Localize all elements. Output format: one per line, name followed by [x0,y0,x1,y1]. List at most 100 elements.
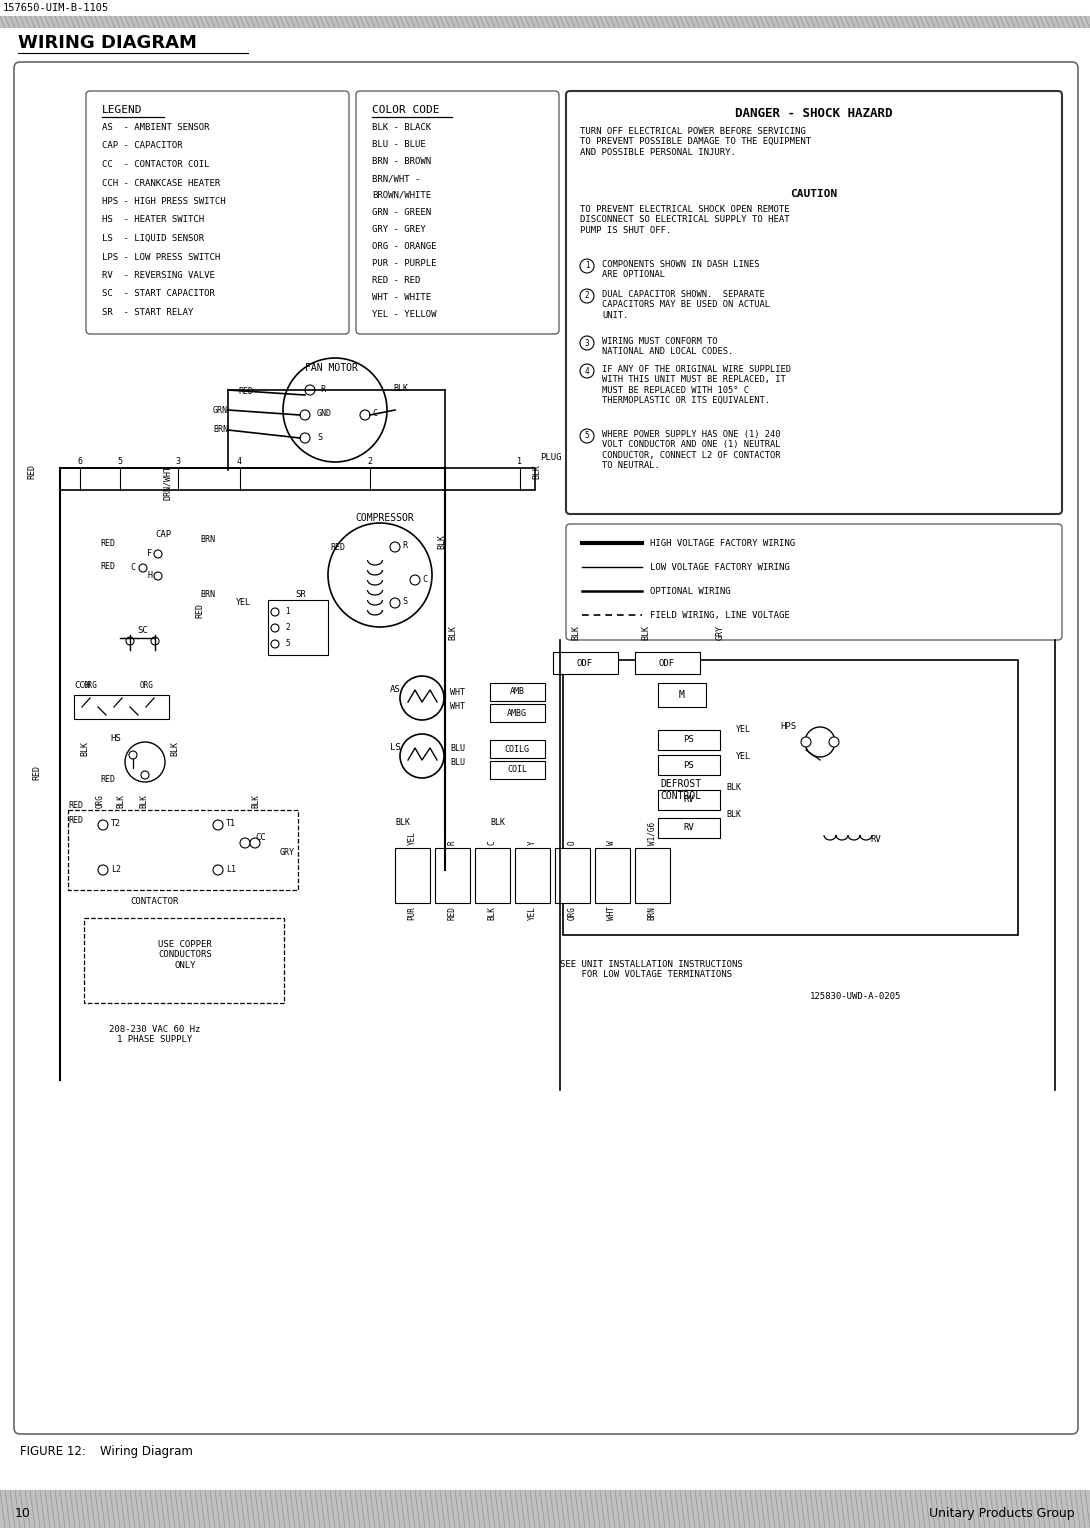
Text: BRN/WHT -: BRN/WHT - [372,174,421,183]
Text: GND: GND [317,410,332,419]
Text: USE COPPER
CONDUCTORS
ONLY: USE COPPER CONDUCTORS ONLY [158,940,211,970]
Text: W: W [607,840,617,845]
Text: BLK - BLACK: BLK - BLACK [372,122,432,131]
Text: RED: RED [100,562,116,571]
Text: R: R [402,541,407,550]
Text: 1: 1 [517,457,522,466]
Text: BLK: BLK [251,795,261,808]
Text: BLK: BLK [571,625,580,640]
Text: 3: 3 [584,339,590,347]
Text: AMBG: AMBG [507,709,526,718]
Text: S: S [317,432,322,442]
Text: BLK: BLK [487,906,497,920]
Bar [490,704,545,723]
Text: S: S [402,597,407,607]
Text: SEE UNIT INSTALLATION INSTRUCTIONS
    FOR LOW VOLTAGE TERMINATIONS: SEE UNIT INSTALLATION INSTRUCTIONS FOR L… [560,960,742,979]
Circle shape [271,623,279,633]
Text: BRN: BRN [647,906,656,920]
Text: DEFROST
CONTROL: DEFROST CONTROL [661,779,701,801]
Text: COLOR CODE: COLOR CODE [372,105,439,115]
Text: 2: 2 [284,622,290,631]
Text: COIL: COIL [507,766,526,775]
Text: T2: T2 [111,819,121,828]
Text: BRN: BRN [213,425,228,434]
Text: BRN: BRN [199,535,215,544]
Text: YEL: YEL [408,831,416,845]
Text: RED: RED [100,775,116,784]
Circle shape [400,675,444,720]
Text: FAN MOTOR: FAN MOTOR [305,364,358,373]
Text: SR  - START RELAY: SR - START RELAY [102,309,193,316]
Text: H: H [147,570,152,579]
Text: M: M [679,691,685,700]
Text: 6: 6 [77,457,82,466]
Bar [0,1490,1090,1528]
Text: AS  - AMBIENT SENSOR: AS - AMBIENT SENSOR [102,122,209,131]
Text: HS  - HEATER SWITCH: HS - HEATER SWITCH [102,215,204,225]
Circle shape [400,733,444,778]
Circle shape [152,637,159,645]
Circle shape [141,772,149,779]
Circle shape [328,523,432,626]
Text: Unitary Products Group: Unitary Products Group [930,1507,1075,1520]
Text: W1/G6: W1/G6 [647,822,656,845]
FancyBboxPatch shape [14,63,1078,1433]
Bar [658,730,720,750]
Text: HPS - HIGH PRESS SWITCH: HPS - HIGH PRESS SWITCH [102,197,226,206]
Text: FIGURE 12:: FIGURE 12: [20,1445,86,1458]
Text: SC: SC [137,626,148,636]
Text: BLK: BLK [490,817,505,827]
Text: LEGEND: LEGEND [102,105,143,115]
Circle shape [829,736,839,747]
Text: LOW VOLTAGE FACTORY WIRING: LOW VOLTAGE FACTORY WIRING [650,562,790,571]
Bar [564,660,1018,935]
Text: RED: RED [27,465,36,478]
Text: RED: RED [238,387,253,396]
Text: 4: 4 [237,457,242,466]
Text: RED: RED [330,542,346,552]
Text: L2: L2 [111,865,121,874]
Text: WHT - WHITE: WHT - WHITE [372,293,432,303]
Text: COILG: COILG [505,744,530,753]
Text: Y: Y [528,840,536,845]
Text: ODF: ODF [659,659,675,668]
Text: BLU - BLUE: BLU - BLUE [372,141,426,150]
Text: TURN OFF ELECTRICAL POWER BEFORE SERVICING
TO PREVENT POSSIBLE DAMAGE TO THE EQU: TURN OFF ELECTRICAL POWER BEFORE SERVICI… [580,127,811,157]
Text: SC  - START CAPACITOR: SC - START CAPACITOR [102,289,215,298]
Bar [658,790,720,810]
Bar [0,15,1090,28]
Text: BLK: BLK [393,384,408,393]
Text: DANGER - SHOCK HAZARD: DANGER - SHOCK HAZARD [736,107,893,121]
Text: IF ANY OF THE ORIGINAL WIRE SUPPLIED
WITH THIS UNIT MUST BE REPLACED, IT
MUST BE: IF ANY OF THE ORIGINAL WIRE SUPPLIED WIT… [602,365,791,405]
Text: PS: PS [683,735,694,744]
Text: 1: 1 [284,607,290,616]
Text: LS: LS [390,744,401,752]
Text: BLK: BLK [80,741,89,756]
Text: GRY: GRY [716,625,725,640]
Text: RV: RV [683,824,694,833]
Text: RED: RED [100,539,116,549]
Bar [555,848,590,903]
Text: DUAL CAPACITOR SHOWN.  SEPARATE
CAPACITORS MAY BE USED ON ACTUAL
UNIT.: DUAL CAPACITOR SHOWN. SEPARATE CAPACITOR… [602,290,770,319]
Text: BLU: BLU [450,744,465,753]
Text: RV  - REVERSING VALVE: RV - REVERSING VALVE [102,270,215,280]
Text: C: C [422,575,427,584]
Text: YEL: YEL [237,597,251,607]
Text: SR: SR [295,590,306,599]
Text: BLK: BLK [116,795,125,808]
Text: LS  - LIQUID SENSOR: LS - LIQUID SENSOR [102,234,204,243]
Text: 2: 2 [367,457,372,466]
Text: R: R [448,840,457,845]
Circle shape [154,550,162,558]
Text: OPTIONAL WIRING: OPTIONAL WIRING [650,587,730,596]
Circle shape [129,750,137,759]
Text: F: F [147,549,152,558]
Text: R: R [320,385,325,394]
Text: L1: L1 [226,865,237,874]
Text: BLK: BLK [170,741,179,756]
Circle shape [271,608,279,616]
Bar [475,848,510,903]
Text: BLK: BLK [140,795,148,808]
Text: BLU: BLU [450,758,465,767]
Bar [490,683,545,701]
